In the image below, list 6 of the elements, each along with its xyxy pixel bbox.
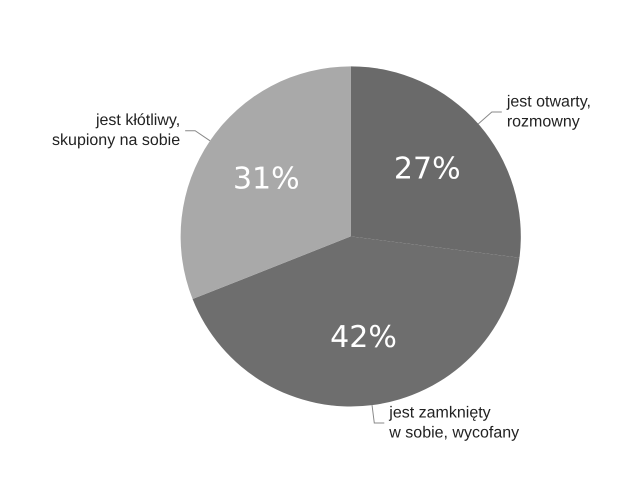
slice-label: jest kłótliwy, skupiony na sobie bbox=[52, 112, 180, 150]
slice-label: jest zamknięty w sobie, wycofany bbox=[388, 404, 520, 442]
slice-label: jest otwarty, rozmowny bbox=[506, 94, 591, 131]
data-label: 31% bbox=[232, 162, 300, 197]
data-label: 42% bbox=[330, 320, 397, 356]
data-label: 27% bbox=[394, 151, 461, 186]
